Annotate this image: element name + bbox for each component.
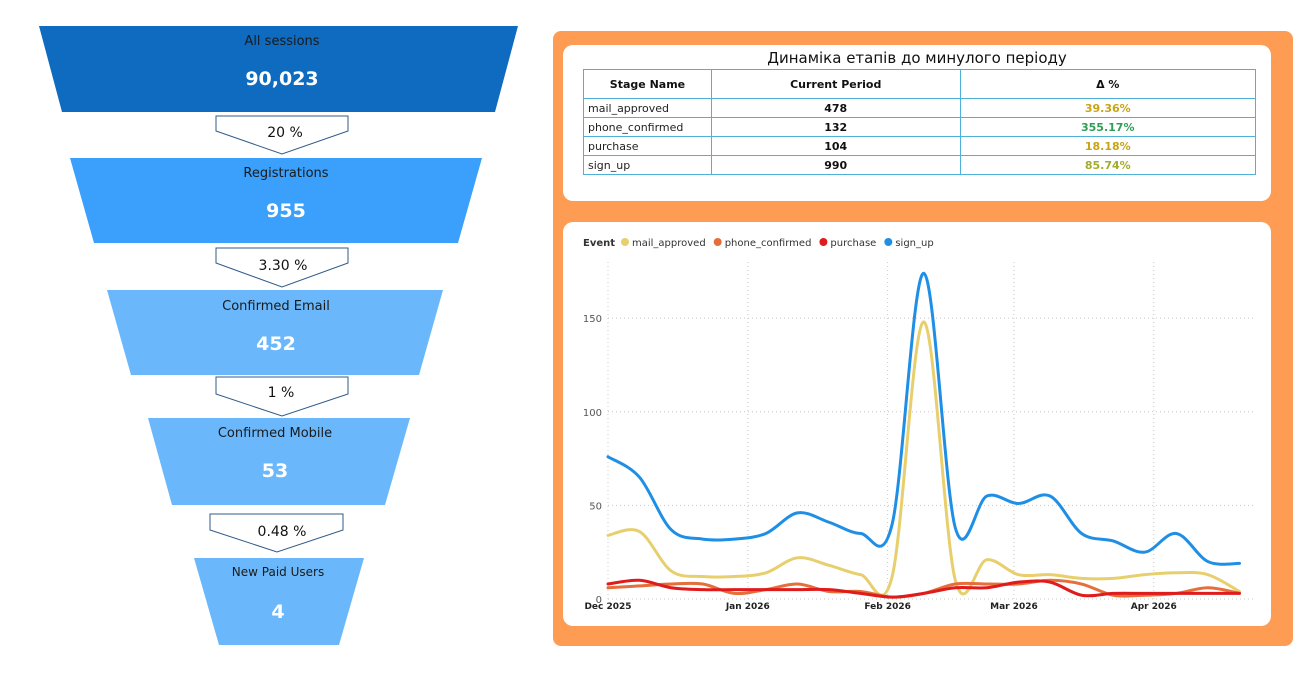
funnel-stage-registrations: Registrations 955	[70, 158, 482, 243]
funnel-conversion-2: 3.30 %	[215, 247, 349, 288]
events-line-chart: 0 50 100 150 Dec 2025 Jan 2026 Feb 2026 Mar 202…	[583, 238, 1253, 612]
funnel-stage-value: 452	[256, 333, 296, 355]
funnel-conversion-4: 0.48 %	[209, 513, 344, 553]
table-header-row: Stage Name Current Period Δ %	[583, 69, 1256, 99]
funnel-stage-shape	[107, 290, 443, 375]
legend-marker	[884, 238, 893, 246]
x-tick-label: Jan 2026	[725, 602, 770, 612]
x-tick-label: Feb 2026	[864, 602, 911, 612]
funnel-stage-confirmed-email: Confirmed Email 452	[107, 290, 443, 375]
conversion-rate: 20 %	[267, 125, 303, 141]
delta-cell: 355.17%	[959, 117, 1256, 137]
funnel-stage-shape	[70, 158, 482, 243]
legend-label: phone_confirmed	[725, 238, 812, 249]
stage-name-cell: purchase	[583, 136, 712, 156]
legend-label: sign_up	[895, 238, 933, 249]
conversion-rate: 1 %	[268, 385, 295, 401]
events-line-chart-card: 0 50 100 150 Dec 2025 Jan 2026 Feb 2026 Mar 202…	[563, 222, 1271, 626]
current-period-cell: 132	[710, 117, 961, 137]
funnel-stage-label: Registrations	[243, 166, 328, 181]
y-tick-label: 150	[583, 314, 602, 325]
legend-marker	[621, 238, 629, 246]
column-header-delta[interactable]: Δ %	[959, 69, 1256, 99]
current-period-cell: 104	[710, 136, 961, 156]
column-header-current-period[interactable]: Current Period	[710, 69, 961, 99]
funnel-stage-value: 4	[271, 601, 284, 623]
series-line-purchase	[606, 578, 1241, 599]
funnel-stage-label: New Paid Users	[232, 565, 324, 579]
x-tick-label: Apr 2026	[1131, 602, 1177, 612]
conversion-arrow-shape	[215, 376, 349, 417]
conversion-arrow-shape	[215, 115, 349, 155]
table-row: purchase 104 18.18%	[583, 136, 1256, 156]
funnel-stage-shape	[194, 558, 364, 645]
x-tick-label: Dec 2025	[584, 602, 631, 612]
legend-marker	[713, 238, 722, 246]
legend-label: purchase	[830, 238, 876, 249]
x-tick-label: Mar 2026	[990, 602, 1038, 612]
delta-cell: 85.74%	[959, 155, 1256, 175]
funnel-chart: All sessions 90,023 20 % Registrations 9…	[39, 26, 518, 645]
funnel-stage-shape	[39, 26, 518, 112]
current-period-cell: 990	[710, 155, 961, 175]
table-row: mail_approved 478 39.36%	[583, 98, 1256, 118]
funnel-conversion-3: 1 %	[215, 376, 349, 417]
delta-cell: 39.36%	[959, 98, 1256, 118]
current-period-cell: 478	[710, 98, 961, 118]
funnel-stage-confirmed-mobile: Confirmed Mobile 53	[148, 418, 410, 505]
funnel-conversion-1: 20 %	[215, 115, 349, 155]
series-line-mail-approved	[606, 320, 1241, 597]
table-row: sign_up 990 85.74%	[583, 155, 1256, 175]
funnel-stage-new-paid-users: New Paid Users 4	[194, 558, 364, 645]
column-header-stage-name[interactable]: Stage Name	[583, 69, 712, 99]
funnel-stage-value: 955	[266, 200, 306, 222]
legend-label: mail_approved	[632, 238, 706, 249]
funnel-stage-label: All sessions	[244, 34, 319, 49]
funnel-stage-value: 90,023	[245, 68, 318, 90]
funnel-stage-all-sessions: All sessions 90,023	[39, 26, 518, 112]
stage-name-cell: mail_approved	[583, 98, 712, 118]
y-tick-label: 100	[583, 408, 602, 419]
legend-marker	[819, 238, 828, 246]
table-row: phone_confirmed 132 355.17%	[583, 117, 1256, 137]
funnel-stage-value: 53	[262, 460, 288, 482]
funnel-stage-label: Confirmed Mobile	[218, 426, 332, 441]
y-tick-label: 50	[589, 501, 602, 512]
stage-dynamics-card: Динаміка етапів до минулого періоду Stag…	[563, 45, 1271, 201]
stage-name-cell: sign_up	[583, 155, 712, 175]
funnel-stage-shape	[148, 418, 410, 505]
stage-dynamics-table: Stage Name Current Period Δ % mail_appro…	[583, 69, 1256, 175]
conversion-arrow-shape	[209, 513, 344, 553]
funnel-stage-label: Confirmed Email	[222, 299, 330, 314]
conversion-rate: 0.48 %	[258, 524, 307, 540]
series-line-sign-up	[606, 271, 1241, 566]
legend-title: Event	[583, 238, 615, 249]
conversion-arrow-shape	[215, 247, 349, 288]
table-title: Динаміка етапів до минулого періоду	[767, 49, 1067, 67]
conversion-rate: 3.30 %	[259, 258, 308, 274]
delta-cell: 18.18%	[959, 136, 1256, 156]
stage-name-cell: phone_confirmed	[583, 117, 712, 137]
y-tick-label: 0	[596, 595, 602, 606]
